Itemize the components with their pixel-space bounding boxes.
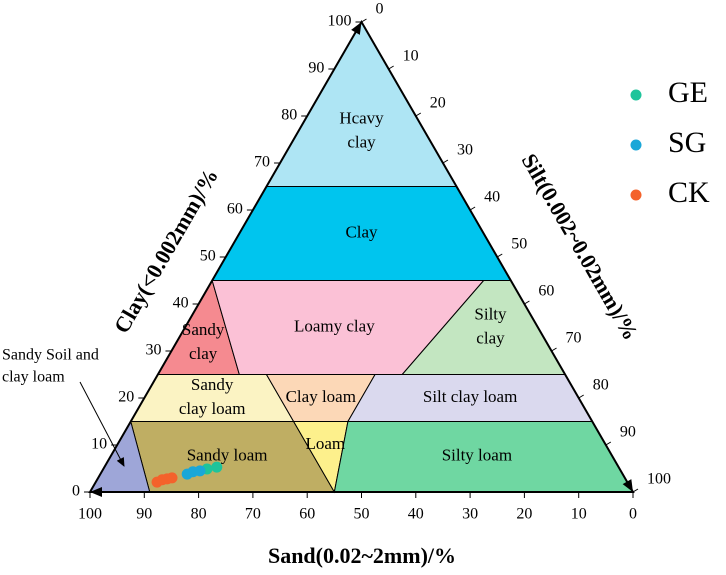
clay-tick-label: 30 (145, 342, 161, 359)
sand-tick-label: 70 (245, 506, 261, 523)
silt-tick (442, 159, 449, 164)
region-label: Sandy loam (187, 446, 268, 465)
legend-marker (630, 89, 642, 101)
sand-axis-title: Sand(0.02~2mm)/% (268, 543, 456, 568)
region-label: Clay (345, 222, 378, 241)
clay-tick-label: 0 (72, 483, 80, 500)
clay-tick-label: 70 (254, 154, 270, 171)
legend-label: SG (668, 126, 706, 159)
legend-marker (630, 139, 642, 151)
silt-tick (496, 253, 503, 258)
silt-tick-label: 60 (538, 283, 554, 300)
region-label: Loamy clay (294, 316, 375, 335)
region-label: Loam (305, 434, 345, 453)
clay-tick-label: 80 (281, 107, 297, 124)
axis-arrow (90, 487, 102, 497)
clay-tick-label: 10 (91, 436, 107, 453)
silt-tick-label: 90 (620, 424, 636, 441)
frame: 0102030405060708090100010203040506070809… (72, 1, 671, 523)
silt-tick-label: 100 (647, 471, 671, 488)
silt-tick (632, 488, 639, 493)
silt-tick-label: 50 (511, 236, 527, 253)
silt-axis-title: Silt(0.002~0.02mm)/% (517, 149, 644, 344)
silt-tick (469, 206, 476, 211)
region-label: clay (476, 328, 505, 347)
silt-tick-label: 80 (593, 377, 609, 394)
silt-tick-label: 70 (566, 330, 582, 347)
sand-tick-label: 80 (191, 506, 207, 523)
sand-tick-label: 10 (571, 506, 587, 523)
sand-tick-label: 50 (354, 506, 370, 523)
region-label: clay (189, 344, 218, 363)
clay-tick-label: 40 (173, 295, 189, 312)
sand-tick-label: 0 (629, 506, 637, 523)
annotation-arrow (79, 381, 125, 467)
data-point (166, 472, 178, 484)
data-point (194, 465, 206, 477)
regions (89, 21, 634, 494)
silt-tick (524, 300, 530, 305)
sand-tick-label: 20 (516, 506, 532, 523)
region-label: Silt clay loam (423, 387, 517, 406)
silt-tick (578, 394, 584, 399)
legend-label: CK (668, 176, 710, 209)
legend-label: GE (668, 76, 708, 109)
sand-tick-label: 40 (408, 506, 424, 523)
annotation-line: clay loam (2, 369, 65, 386)
clay-tick-label: 20 (118, 389, 134, 406)
annotation-line: Sandy Soil and (2, 347, 99, 364)
region-label: Sandy (182, 320, 225, 339)
silt-tick (551, 347, 557, 352)
region-label: Hcavy (339, 109, 384, 128)
legend-marker (630, 189, 642, 201)
clay-tick-label: 60 (227, 201, 243, 218)
labels: Hcavy clay Clay Sandy clay Loamy clay Silty cla… (151, 76, 710, 488)
silt-tick-label: 10 (403, 48, 419, 65)
silt-tick-label: 0 (376, 1, 384, 18)
axis-arrow (622, 479, 633, 492)
silt-tick-label: 20 (430, 95, 446, 112)
soil-region (265, 21, 458, 187)
region-label: Silty (474, 304, 507, 323)
region-label: Silty loam (442, 446, 512, 465)
sand-tick-label: 60 (299, 506, 315, 523)
silt-tick (415, 112, 422, 117)
sand-tick-label: 100 (78, 506, 102, 523)
silt-tick-label: 30 (457, 142, 473, 159)
silt-tick (605, 441, 612, 446)
clay-tick-label: 100 (328, 13, 352, 30)
region-label: clay loam (179, 399, 246, 418)
data-point (211, 461, 223, 473)
region-label: Clay loam (286, 387, 356, 406)
axis-arrow (351, 22, 362, 35)
clay-tick-label: 50 (200, 248, 216, 265)
silt-tick-label: 40 (484, 189, 500, 206)
region-label: Sandy (191, 375, 234, 394)
silt-tick (361, 18, 367, 23)
region-label: clay (347, 133, 376, 152)
clay-tick-label: 90 (308, 60, 324, 77)
sand-tick-label: 90 (136, 506, 152, 523)
sand-tick-label: 30 (462, 506, 478, 523)
silt-tick (388, 65, 394, 70)
